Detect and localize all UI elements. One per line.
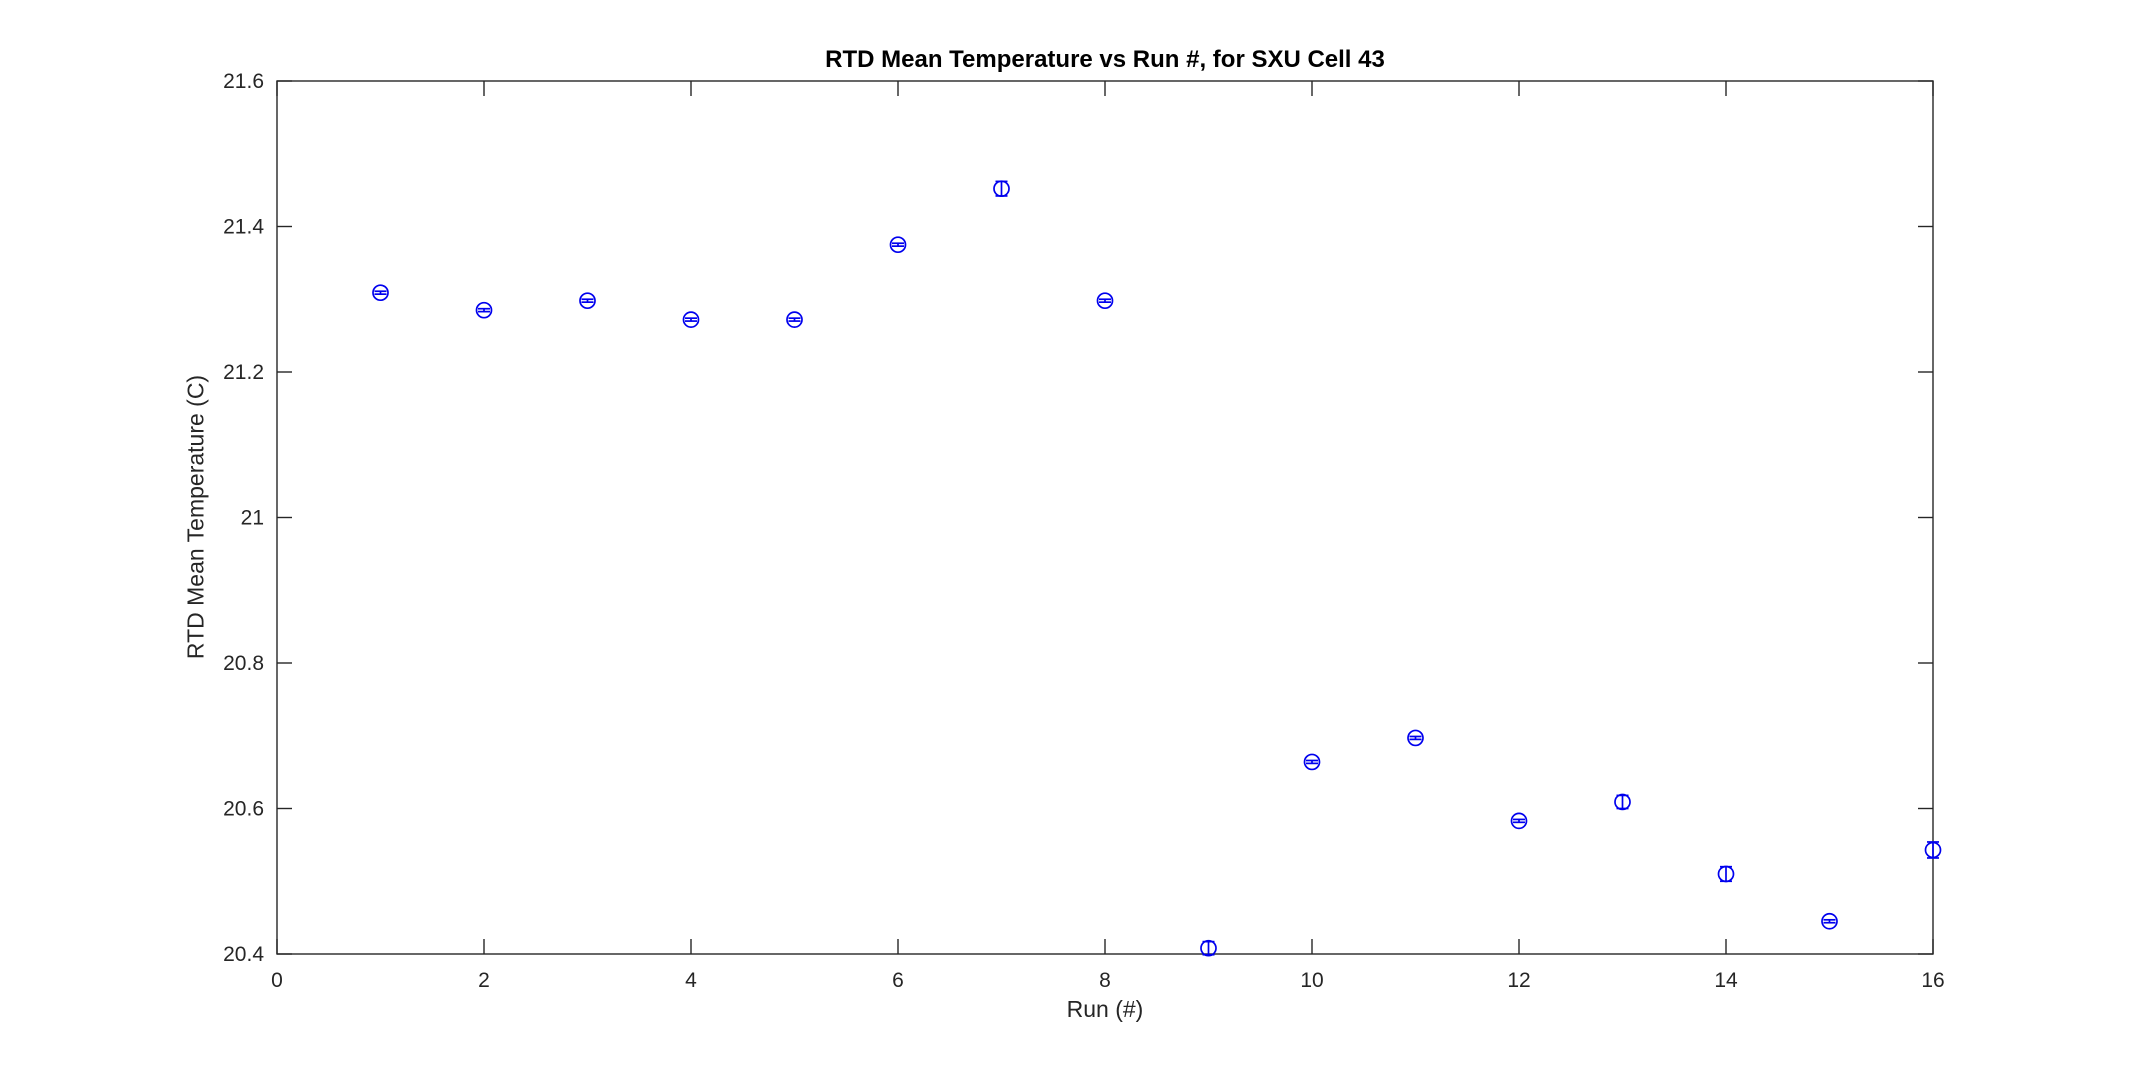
y-tick-label: 21.4 bbox=[223, 216, 264, 239]
y-tick-label: 20.6 bbox=[223, 798, 264, 821]
data-point-marker bbox=[1924, 841, 1942, 859]
data-point-marker bbox=[1096, 292, 1114, 310]
x-tick-label: 10 bbox=[1300, 969, 1323, 992]
plot-box bbox=[276, 80, 1934, 955]
x-tick-label: 6 bbox=[892, 969, 904, 992]
data-point bbox=[1096, 292, 1114, 310]
data-point-marker bbox=[1510, 812, 1528, 830]
x-tick-label: 0 bbox=[271, 969, 283, 992]
data-point bbox=[786, 311, 803, 328]
y-tick-label: 20.4 bbox=[223, 943, 264, 966]
data-point-marker bbox=[1200, 939, 1217, 957]
y-tick-label: 21.6 bbox=[223, 70, 264, 93]
data-point bbox=[1510, 812, 1528, 830]
data-point-marker bbox=[1717, 865, 1735, 883]
data-point-marker bbox=[1614, 793, 1631, 811]
data-point bbox=[1821, 912, 1838, 930]
data-point-marker bbox=[475, 301, 493, 319]
x-axis-label: Run (#) bbox=[1066, 996, 1144, 1022]
chart-title: RTD Mean Temperature vs Run #, for SXU C… bbox=[825, 46, 1385, 73]
data-point-marker bbox=[889, 236, 907, 254]
x-tick-label: 2 bbox=[478, 969, 490, 992]
x-tick-label: 12 bbox=[1507, 969, 1530, 992]
data-point bbox=[1614, 793, 1631, 811]
data-point bbox=[372, 284, 389, 302]
data-point-marker bbox=[682, 311, 700, 328]
data-point bbox=[1200, 939, 1217, 957]
x-tick-label: 4 bbox=[685, 969, 697, 992]
data-point bbox=[1303, 753, 1321, 771]
y-tick-label: 21 bbox=[241, 507, 264, 530]
data-point bbox=[889, 236, 907, 254]
data-point bbox=[579, 292, 596, 310]
data-point-marker bbox=[579, 292, 596, 310]
data-point bbox=[1924, 841, 1942, 859]
data-point bbox=[682, 311, 700, 328]
y-axis-label: RTD Mean Temperature (C) bbox=[182, 374, 209, 660]
data-point bbox=[993, 180, 1010, 198]
data-point-marker bbox=[1821, 912, 1838, 930]
data-point bbox=[475, 301, 493, 319]
data-point bbox=[1717, 865, 1735, 883]
y-tick-label: 21.2 bbox=[223, 361, 264, 384]
data-point bbox=[1407, 729, 1424, 747]
x-tick-label: 8 bbox=[1099, 969, 1111, 992]
data-point-marker bbox=[1407, 729, 1424, 747]
x-tick-label: 14 bbox=[1714, 969, 1738, 992]
data-point-marker bbox=[372, 284, 389, 302]
data-point-marker bbox=[993, 180, 1010, 198]
x-tick-label: 16 bbox=[1921, 969, 1944, 992]
data-point-marker bbox=[786, 311, 803, 328]
data-point-marker bbox=[1303, 753, 1321, 771]
y-tick-label: 20.8 bbox=[223, 652, 264, 675]
